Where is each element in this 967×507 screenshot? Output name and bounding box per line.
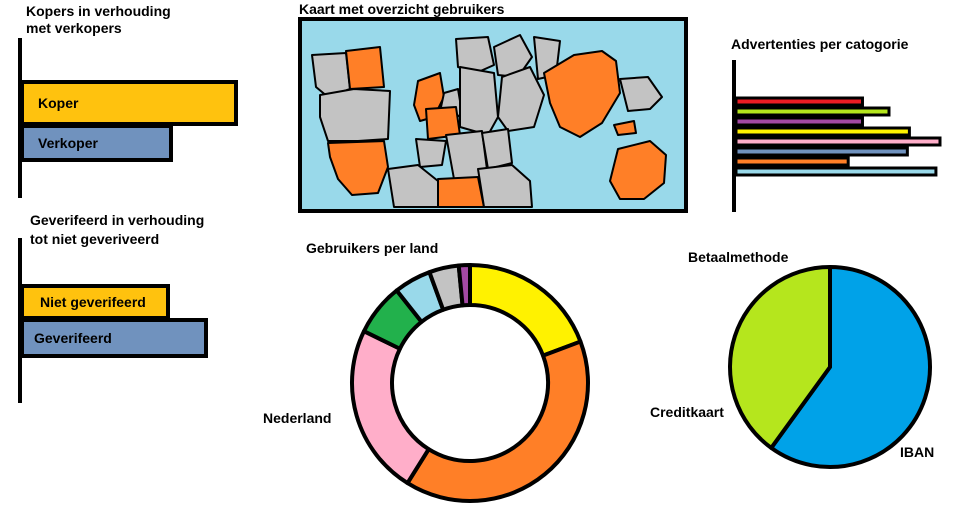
ads-bar <box>734 146 909 157</box>
slice-label-nederland: Nederland <box>263 410 332 426</box>
ads-bar-plot <box>732 60 942 212</box>
slice-label-iban: IBAN <box>900 444 935 460</box>
chart-title: Betaalmethode <box>688 249 789 265</box>
pie-slice <box>769 265 932 469</box>
pie-slice <box>468 263 583 358</box>
ads-bar <box>734 136 942 147</box>
bar-geverifeerd: Geverifeerd <box>20 318 208 358</box>
pie-slice <box>405 339 590 503</box>
bar-label: Geverifeerd <box>34 330 112 346</box>
pie-slice <box>456 263 472 308</box>
ads-bar <box>734 166 938 177</box>
world-map-icon <box>298 17 688 213</box>
bar-label: Verkoper <box>38 135 98 151</box>
chart-title: tot niet geveriveerd <box>30 231 160 247</box>
bar-label: Koper <box>38 95 79 111</box>
chart-title: Kopers in verhouding <box>26 3 171 19</box>
bar-label: Niet geverifeerd <box>40 294 146 310</box>
pie-slice <box>350 329 431 486</box>
ads-bar <box>734 106 891 117</box>
bar-verkoper: Verkoper <box>20 124 173 162</box>
slice-label-creditkaart: Creditkaart <box>650 404 724 420</box>
ads-bar <box>734 116 864 127</box>
map-title: Kaart met overzicht gebruikers <box>299 1 505 17</box>
chart-title: met verkopers <box>26 20 122 36</box>
ads-bar <box>734 126 911 137</box>
y-axis <box>732 60 736 212</box>
chart-title: Advertenties per catogorie <box>731 36 909 52</box>
ads-bar <box>734 96 864 107</box>
chart-title: Geverifeerd in verhouding <box>30 212 205 228</box>
bar-niet-geverifeerd: Niet geverifeerd <box>20 284 171 320</box>
pie-slice <box>728 265 832 450</box>
chart-title: Gebruikers per land <box>306 240 439 256</box>
ads-bar <box>734 156 850 167</box>
payment-pie-plot <box>728 265 932 469</box>
bar-koper: Koper <box>20 80 238 126</box>
donut-plot <box>350 263 590 503</box>
